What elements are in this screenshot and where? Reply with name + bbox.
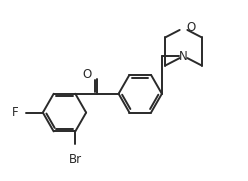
Text: N: N: [179, 50, 188, 63]
Text: Br: Br: [69, 153, 82, 166]
Text: O: O: [82, 68, 92, 81]
Text: F: F: [12, 106, 19, 119]
Text: O: O: [186, 22, 195, 34]
